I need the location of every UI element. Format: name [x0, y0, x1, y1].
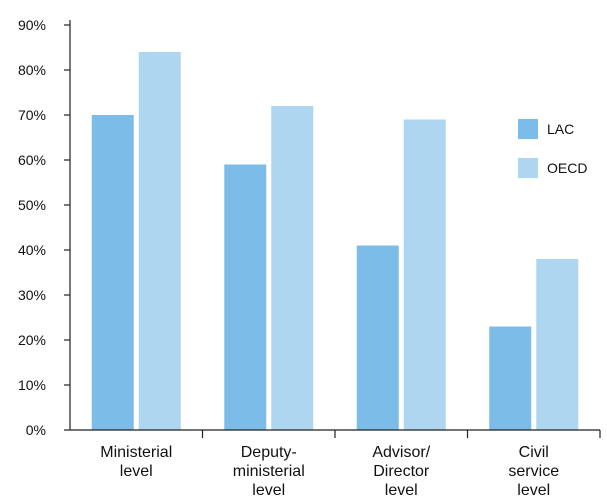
y-tick-label: 20% [18, 332, 46, 348]
x-category-label: Ministerial level [100, 444, 172, 480]
bar-oecd-0 [138, 52, 181, 430]
x-category-label: Deputy-ministerial level [233, 444, 305, 499]
x-category-label-line: Advisor/ [372, 444, 430, 461]
x-category-label-line: Civil [519, 444, 549, 461]
y-tick-label: 50% [18, 197, 46, 213]
bar-lac-2 [356, 245, 399, 430]
x-category-label-line: level [385, 482, 418, 499]
y-tick-label: 10% [18, 377, 46, 393]
legend: LAC OECD [518, 119, 587, 178]
y-tick-label: 0% [26, 422, 46, 438]
legend-label-lac: LAC [547, 121, 574, 137]
x-category-label-line: Ministerial [100, 444, 172, 461]
legend-label-oecd: OECD [547, 160, 587, 176]
y-tick-label: 60% [18, 152, 46, 168]
bars [91, 52, 579, 430]
y-axis-ticks: 0% 10% 20% 30% 40% 50% 60% 70% 80% 90% [18, 17, 70, 438]
y-tick-label: 80% [18, 62, 46, 78]
x-category-label-line: ministerial [233, 463, 305, 480]
legend-swatch-lac [518, 119, 538, 139]
bar-oecd-3 [536, 259, 579, 430]
bar-oecd-2 [403, 119, 446, 430]
y-tick-label: 30% [18, 287, 46, 303]
x-category-label-line: service [508, 463, 559, 480]
bar-lac-0 [91, 115, 134, 430]
y-tick-label: 90% [18, 17, 46, 33]
x-category-label: Advisor/Director level [372, 444, 430, 499]
x-category-label-line: level [252, 482, 285, 499]
x-category-label-line: Deputy- [241, 444, 297, 461]
y-tick-label: 40% [18, 242, 46, 258]
legend-swatch-oecd [518, 158, 538, 178]
bar-oecd-1 [271, 106, 314, 430]
x-category-label: Civil service level [508, 444, 559, 499]
x-category-label-line: level [517, 482, 550, 499]
y-tick-label: 70% [18, 107, 46, 123]
bar-lac-3 [489, 326, 532, 430]
x-category-label-line: level [120, 463, 153, 480]
x-category-label-line: Director [373, 463, 430, 480]
bar-lac-1 [224, 164, 267, 430]
